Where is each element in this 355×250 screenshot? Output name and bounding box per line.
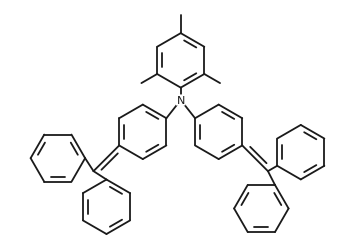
Text: N: N bbox=[176, 96, 185, 106]
